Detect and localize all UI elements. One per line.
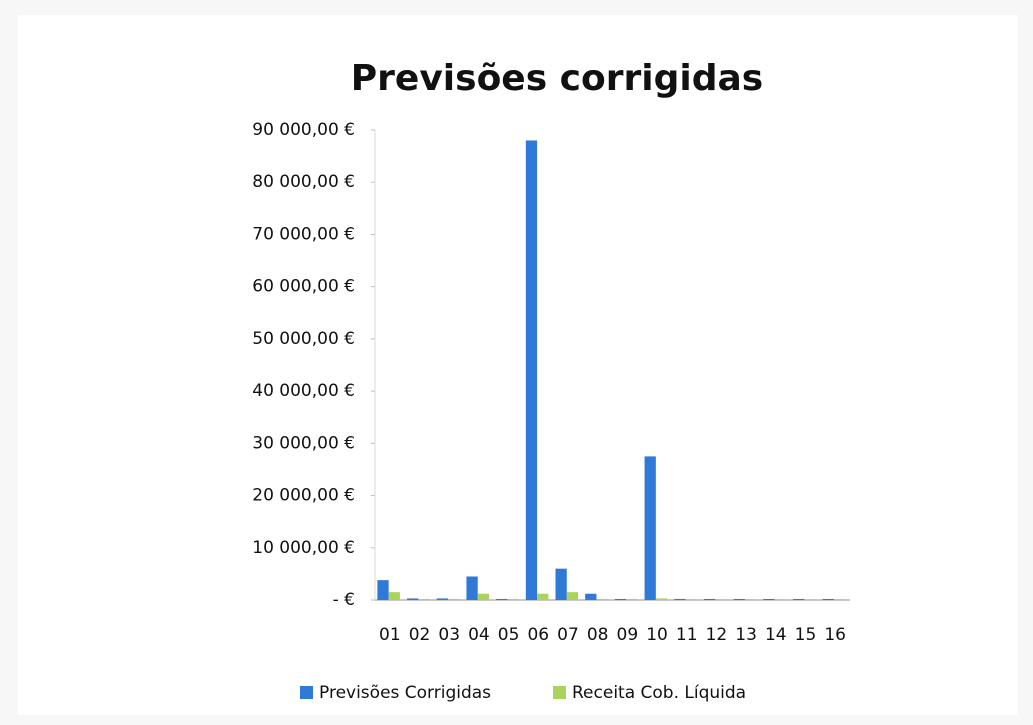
bar: [496, 598, 508, 600]
bar: [804, 599, 816, 600]
bar: [685, 599, 697, 600]
y-tick-label: 10 000,00 €: [252, 538, 355, 558]
bar: [744, 599, 757, 600]
x-tick-label: 05: [498, 625, 520, 645]
bar: [655, 598, 668, 600]
bar: [596, 598, 608, 600]
bar: [555, 568, 567, 600]
bar: [525, 140, 538, 600]
bar: [585, 593, 597, 600]
y-tick-label: 40 000,00 €: [252, 381, 355, 401]
y-tick-label: 60 000,00 €: [252, 277, 355, 297]
y-tick-label: - €: [333, 590, 355, 610]
x-tick-label: 06: [527, 625, 549, 645]
bar: [537, 593, 549, 600]
bar: [436, 598, 449, 600]
x-tick-label: 12: [706, 625, 728, 645]
bar: [703, 598, 716, 600]
x-tick-label: 10: [646, 625, 668, 645]
legend-label: Previsões Corrigidas: [319, 683, 491, 703]
chart-area: [18, 15, 1018, 715]
y-tick-label: 50 000,00 €: [252, 329, 355, 349]
y-tick-label: 20 000,00 €: [252, 486, 355, 506]
bar: [566, 592, 579, 600]
bar: [466, 576, 478, 600]
x-tick-label: 08: [587, 625, 609, 645]
x-tick-label: 13: [735, 625, 757, 645]
y-tick-label: 80 000,00 €: [252, 172, 355, 192]
bar: [507, 598, 519, 600]
bar: [774, 599, 786, 600]
y-tick-label: 30 000,00 €: [252, 433, 355, 453]
x-tick-label: 15: [795, 625, 817, 645]
y-tick-label: 90 000,00 €: [252, 120, 355, 140]
bar: [418, 598, 430, 600]
x-tick-label: 02: [409, 625, 431, 645]
legend-label: Receita Cob. Líquida: [572, 683, 746, 703]
bar: [626, 598, 638, 600]
x-tick-label: 16: [824, 625, 846, 645]
bar: [763, 598, 775, 600]
bar: [793, 598, 805, 600]
bar: [674, 598, 686, 600]
legend-swatch: [553, 686, 566, 699]
bar: [377, 580, 389, 600]
bar: [614, 598, 627, 600]
y-tick-label: 70 000,00 €: [252, 224, 355, 244]
bar: [388, 592, 400, 600]
legend-swatch: [300, 686, 313, 699]
bar: [407, 598, 419, 600]
bar: [833, 599, 846, 600]
bar: [644, 456, 656, 600]
bar: [733, 598, 745, 600]
x-tick-label: 14: [765, 625, 787, 645]
chart-title: Previsões corrigidas: [351, 58, 763, 99]
bar: [715, 599, 727, 600]
x-tick-label: 07: [557, 625, 579, 645]
bar: [477, 593, 489, 600]
x-tick-label: 01: [379, 625, 401, 645]
x-tick-label: 11: [676, 625, 698, 645]
x-tick-label: 04: [468, 625, 490, 645]
bar: [448, 598, 460, 600]
x-tick-label: 09: [617, 625, 639, 645]
x-tick-label: 03: [438, 625, 460, 645]
bar: [822, 598, 834, 600]
